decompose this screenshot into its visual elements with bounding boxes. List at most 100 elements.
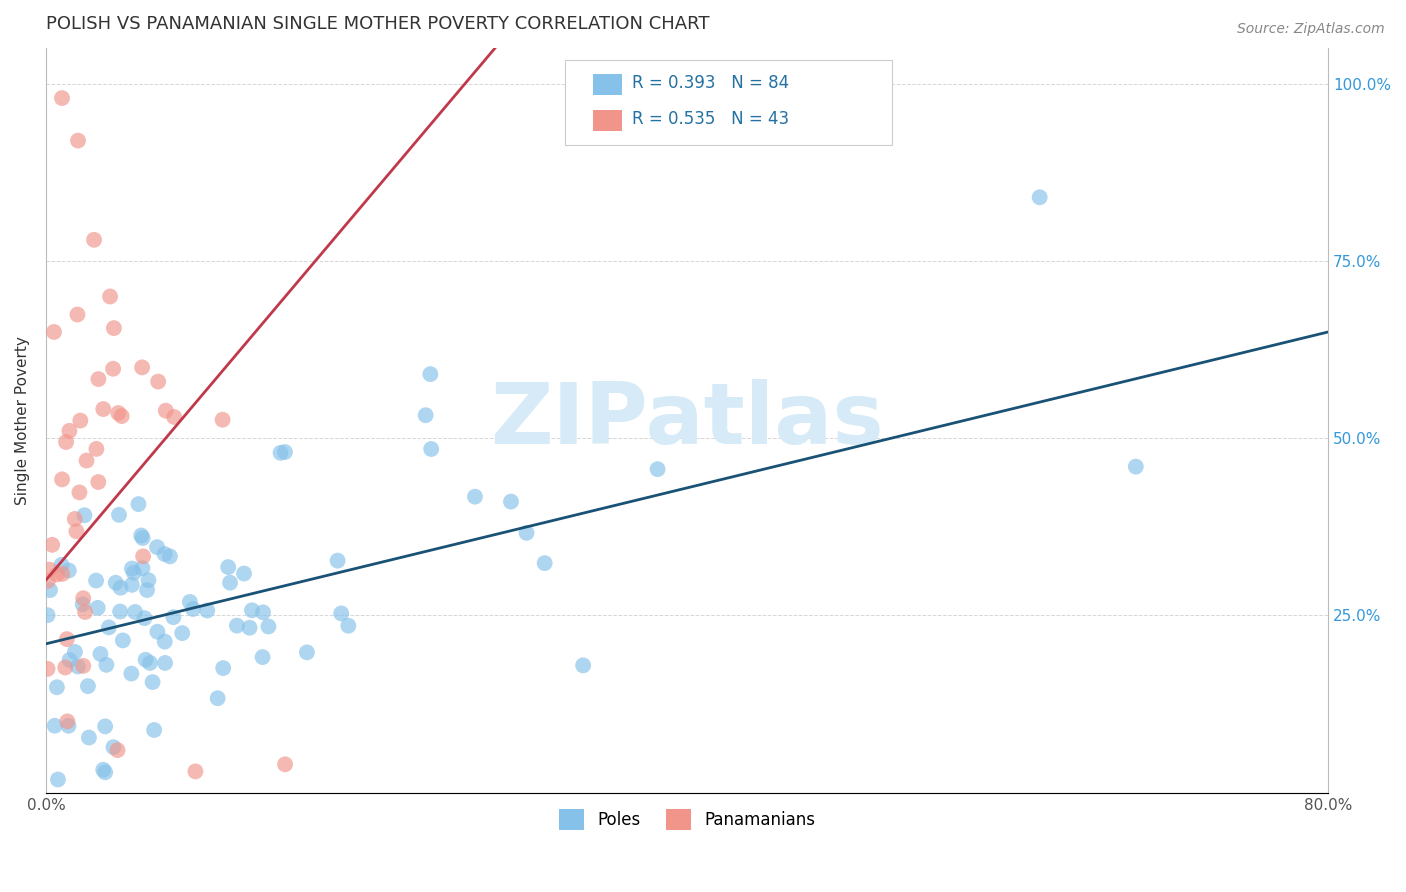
Point: [84, 574, 107, 588]
Point: [96, 657, 118, 672]
Point: [97, 620, 120, 634]
Point: [252, 650, 274, 665]
Point: [163, 409, 186, 424]
Point: [153, 656, 176, 670]
Point: [122, 566, 145, 580]
Point: [499, 494, 522, 508]
Point: [63, 512, 86, 526]
Point: [1125, 459, 1147, 474]
Point: [72, 659, 94, 673]
Point: [121, 578, 143, 592]
Point: [131, 531, 153, 545]
Point: [131, 561, 153, 575]
Point: [108, 508, 131, 522]
Point: [219, 575, 242, 590]
Point: [73, 508, 96, 523]
Text: POLISH VS PANAMANIAN SINGLE MOTHER POVERTY CORRELATION CHART: POLISH VS PANAMANIAN SINGLE MOTHER POVER…: [46, 15, 710, 33]
Point: [138, 573, 160, 587]
Point: [77, 679, 100, 693]
Point: [45, 680, 67, 694]
Point: [195, 603, 218, 617]
Text: R = 0.535   N = 43: R = 0.535 N = 43: [631, 110, 789, 128]
Point: [101, 361, 124, 376]
Point: [44, 719, 66, 733]
Bar: [593, 75, 621, 95]
Point: [58, 653, 80, 667]
Point: [207, 691, 229, 706]
Point: [42, 325, 65, 339]
Point: [65, 524, 87, 539]
Point: [83, 233, 105, 247]
Point: [515, 525, 537, 540]
Point: [107, 743, 129, 757]
Point: [110, 581, 132, 595]
Point: [75, 605, 97, 619]
Point: [87, 600, 110, 615]
Point: [142, 675, 165, 690]
Point: [67, 485, 90, 500]
Point: [77, 731, 100, 745]
Point: [98, 289, 121, 303]
Point: [233, 566, 256, 581]
Point: [337, 618, 360, 632]
Point: [39, 583, 62, 598]
Text: R = 0.393   N = 84: R = 0.393 N = 84: [631, 74, 789, 93]
Point: [136, 582, 159, 597]
Point: [124, 605, 146, 619]
Point: [45, 567, 67, 582]
Point: [155, 403, 177, 417]
Point: [420, 442, 443, 456]
Point: [295, 645, 318, 659]
Point: [46, 772, 69, 787]
Point: [239, 621, 262, 635]
Point: [146, 624, 169, 639]
Point: [225, 618, 247, 632]
Point: [419, 367, 441, 381]
Point: [63, 645, 86, 659]
Point: [134, 611, 156, 625]
Point: [146, 540, 169, 554]
Point: [103, 740, 125, 755]
Point: [89, 647, 111, 661]
Point: [129, 528, 152, 542]
Point: [172, 626, 194, 640]
Point: [72, 591, 94, 606]
Point: [87, 475, 110, 489]
Point: [51, 91, 73, 105]
Point: [153, 547, 176, 561]
Point: [159, 549, 181, 564]
Point: [37, 574, 59, 588]
Point: [86, 442, 108, 456]
Point: [94, 719, 117, 733]
Y-axis label: Single Mother Poverty: Single Mother Poverty: [15, 336, 30, 505]
Point: [104, 575, 127, 590]
Point: [464, 490, 486, 504]
Point: [274, 757, 297, 772]
Point: [66, 659, 89, 673]
Point: [184, 764, 207, 779]
Point: [270, 446, 292, 460]
Point: [132, 549, 155, 564]
Point: [87, 372, 110, 386]
Point: [179, 595, 201, 609]
FancyBboxPatch shape: [565, 60, 893, 145]
Point: [153, 634, 176, 648]
Point: [66, 308, 89, 322]
Point: [69, 414, 91, 428]
Point: [257, 619, 280, 633]
Point: [121, 561, 143, 575]
Point: [58, 719, 80, 733]
Point: [108, 605, 131, 619]
Point: [533, 556, 555, 570]
Point: [415, 408, 437, 422]
Point: [51, 472, 73, 486]
Point: [1028, 190, 1050, 204]
Point: [66, 134, 89, 148]
Point: [139, 656, 162, 670]
Point: [111, 409, 134, 424]
Point: [41, 538, 63, 552]
Point: [120, 666, 142, 681]
Legend: Poles, Panamanians: Poles, Panamanians: [553, 803, 821, 837]
Point: [127, 497, 149, 511]
Point: [217, 560, 239, 574]
